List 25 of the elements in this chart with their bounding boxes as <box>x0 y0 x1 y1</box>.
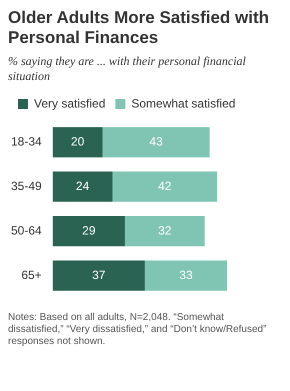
y-tick-label: 18-34 <box>10 134 42 149</box>
data-label: 33 <box>179 268 193 282</box>
bar <box>52 260 145 291</box>
bar <box>102 127 210 158</box>
y-tick-label: 65+ <box>21 268 42 282</box>
chart-title: Older Adults More Satisfied with Personal Finances <box>8 8 270 48</box>
data-label: 42 <box>158 178 172 193</box>
bar <box>52 127 103 158</box>
bar <box>112 172 218 202</box>
bar <box>124 216 205 246</box>
y-tick-label: 35-49 <box>10 178 42 193</box>
text: Notes: Based on all adults, N=2,048. “Somewhat dissatisfied,” “Very dissatisfied,” and “Don’t know/Refused” responses not shown. <box>8 312 268 348</box>
data-label: 43 <box>149 134 164 149</box>
y-tick-label: 50-64 <box>10 223 42 238</box>
bar <box>52 172 112 202</box>
data-label: 32 <box>158 223 172 238</box>
data-label: 20 <box>70 134 85 149</box>
bar <box>52 216 125 246</box>
chart-subtitle: % saying they are ... with their personal financial situation <box>8 54 247 84</box>
legend-label: Somewhat satisfied <box>131 96 236 110</box>
legend-label: Very satisfied <box>34 96 106 110</box>
bar <box>144 260 228 291</box>
data-label: 29 <box>82 223 96 238</box>
data-label: 37 <box>92 268 106 282</box>
data-label: 24 <box>76 178 90 193</box>
